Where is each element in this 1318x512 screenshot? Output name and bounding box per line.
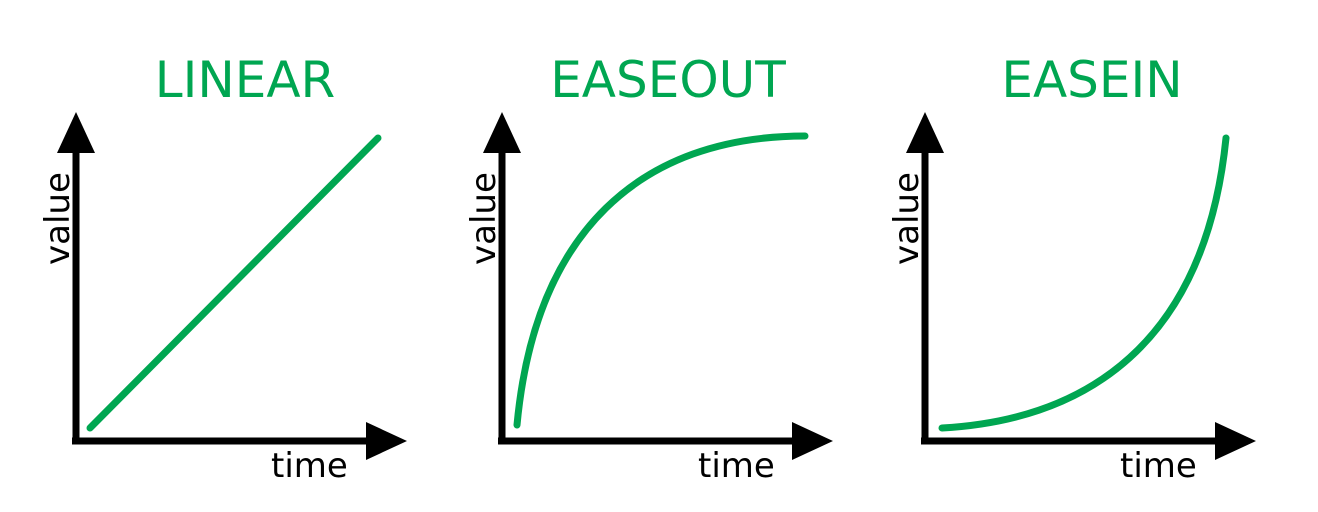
panel-easeout: EASEOUT time value <box>464 51 833 486</box>
ease-in-curve <box>938 134 1230 432</box>
y-axis-label: value <box>887 172 927 265</box>
y-axis-label: value <box>464 172 504 265</box>
panel-title: LINEAR <box>155 51 336 109</box>
panel-title: EASEOUT <box>550 51 786 109</box>
y-axis-arrow-icon <box>57 112 95 153</box>
x-axis-arrow-icon <box>1215 422 1256 460</box>
x-axis-label: time <box>698 446 775 486</box>
x-axis-label: time <box>1120 446 1197 486</box>
y-axis-arrow-icon <box>483 112 521 153</box>
y-axis-label: value <box>38 172 78 265</box>
x-axis-arrow-icon <box>792 422 833 460</box>
x-axis-arrow-icon <box>366 422 407 460</box>
panel-linear: LINEAR time value <box>38 51 407 486</box>
x-axis-label: time <box>271 446 348 486</box>
panel-title: EASEIN <box>1001 51 1182 109</box>
ease-out-curve <box>513 132 809 429</box>
panel-easein: EASEIN time value <box>887 51 1256 486</box>
y-axis-arrow-icon <box>906 112 944 153</box>
linear-curve <box>86 134 382 432</box>
